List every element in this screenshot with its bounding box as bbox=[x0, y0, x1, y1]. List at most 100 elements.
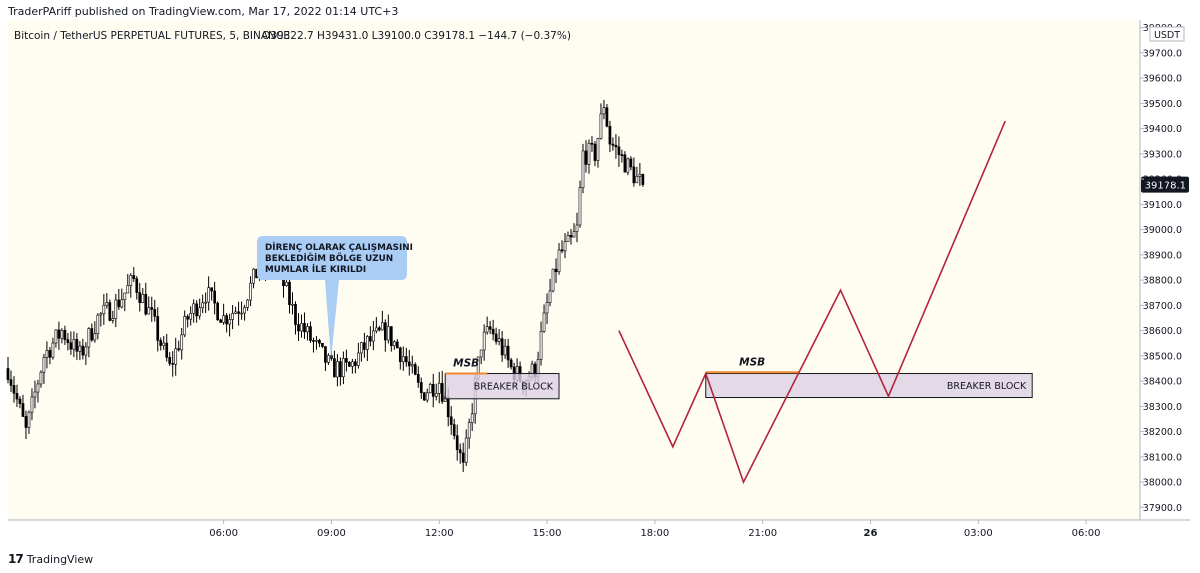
candle-body bbox=[177, 348, 181, 351]
y-tick-label: 39200.0 bbox=[1143, 175, 1182, 186]
y-tick-label: 39700.0 bbox=[1143, 48, 1182, 59]
candle-body bbox=[386, 326, 390, 341]
candle-body bbox=[15, 393, 19, 400]
candle-body bbox=[458, 449, 462, 454]
candle-body bbox=[171, 363, 175, 365]
tradingview-logo[interactable]: 17 TradingView bbox=[8, 552, 93, 566]
x-tick-label: 03:00 bbox=[964, 528, 993, 539]
candle-body bbox=[162, 342, 166, 346]
candle-body bbox=[599, 113, 603, 139]
candle-body bbox=[321, 342, 324, 347]
candle-body bbox=[354, 361, 357, 366]
candle-body bbox=[497, 338, 501, 342]
candle-body bbox=[36, 383, 40, 393]
candle-body bbox=[333, 358, 336, 378]
candle-body bbox=[33, 391, 37, 398]
candle-body bbox=[449, 416, 453, 425]
candle-body bbox=[467, 422, 471, 439]
candle-body bbox=[303, 323, 306, 333]
candle-body bbox=[557, 249, 561, 273]
candle-body bbox=[407, 361, 411, 367]
msb-label: MSB bbox=[453, 358, 479, 370]
candle-body bbox=[318, 339, 321, 344]
candle-body bbox=[174, 348, 178, 365]
projection-path[interactable] bbox=[618, 120, 1006, 485]
candle-body bbox=[506, 345, 510, 361]
candle-body bbox=[81, 345, 85, 356]
candle-body bbox=[629, 158, 633, 168]
candle-body bbox=[183, 316, 187, 336]
candle-body bbox=[401, 356, 405, 363]
y-tick-label: 39300.0 bbox=[1143, 149, 1182, 160]
candle-body bbox=[246, 299, 249, 308]
candle-body bbox=[563, 241, 567, 252]
tradingview-logo-text: TradingView bbox=[26, 552, 94, 566]
candle-body bbox=[27, 411, 31, 428]
candle-body bbox=[156, 316, 160, 341]
ohlc-readout: O39322.7 H39431.0 L39100.0 C39178.1 −144… bbox=[262, 30, 571, 42]
candle-body bbox=[90, 328, 94, 341]
candle-body bbox=[252, 268, 255, 284]
candle-body bbox=[108, 302, 112, 321]
y-tick-label: 38600.0 bbox=[1143, 326, 1182, 337]
candle-body bbox=[213, 290, 216, 304]
y-tick-label: 38000.0 bbox=[1143, 478, 1182, 489]
x-tick-label: 09:00 bbox=[317, 528, 346, 539]
candle-body bbox=[288, 281, 291, 305]
candle-body bbox=[551, 268, 555, 292]
candle-body bbox=[596, 138, 600, 161]
breaker-block-zone[interactable] bbox=[705, 373, 1033, 399]
callout-bubble[interactable] bbox=[257, 236, 407, 360]
candle-body bbox=[45, 350, 49, 358]
candle-body bbox=[455, 435, 459, 451]
candle-body bbox=[165, 342, 169, 358]
candle-body bbox=[372, 330, 375, 342]
callout-text-line: MUMLAR İLE KIRILDI bbox=[265, 264, 366, 275]
candle-body bbox=[635, 176, 639, 184]
candle-body bbox=[129, 275, 133, 286]
breaker-block-label: BREAKER BLOCK bbox=[947, 381, 1027, 392]
candle-body bbox=[204, 301, 207, 304]
y-tick-label: 39100.0 bbox=[1143, 200, 1182, 211]
tradingview-logo-icon: 17 bbox=[8, 552, 24, 566]
candle-body bbox=[147, 307, 151, 315]
candle-body bbox=[135, 278, 139, 293]
candle-body bbox=[153, 309, 157, 317]
y-tick-label: 38300.0 bbox=[1143, 402, 1182, 413]
candle-body bbox=[389, 326, 393, 347]
candle-body bbox=[416, 374, 420, 383]
last-price-badge bbox=[1141, 176, 1189, 193]
candle-body bbox=[632, 166, 636, 184]
candle-body bbox=[144, 293, 148, 315]
candle-body bbox=[392, 341, 396, 347]
candle-body bbox=[584, 150, 588, 165]
plot-area[interactable] bbox=[8, 20, 1140, 520]
published-caption: TraderPAriff published on TradingView.co… bbox=[8, 5, 399, 18]
candle-body bbox=[75, 339, 79, 352]
candle-body bbox=[590, 142, 594, 145]
candle-body bbox=[9, 379, 13, 386]
y-tick-label: 39600.0 bbox=[1143, 74, 1182, 85]
candle-body bbox=[84, 346, 88, 356]
candle-body bbox=[324, 346, 327, 363]
candle-body bbox=[620, 154, 624, 156]
candle-body bbox=[63, 329, 67, 340]
x-tick-label: 15:00 bbox=[533, 528, 562, 539]
candle-body bbox=[587, 142, 591, 165]
candle-body bbox=[434, 393, 438, 397]
candle-body bbox=[102, 304, 106, 315]
msb-label: MSB bbox=[739, 356, 765, 368]
breaker-block-zone[interactable] bbox=[444, 373, 560, 400]
candle-body bbox=[42, 357, 46, 373]
candle-body bbox=[60, 329, 64, 339]
candle-body bbox=[234, 311, 237, 314]
candle-body bbox=[12, 385, 16, 394]
candle-body bbox=[72, 339, 76, 350]
y-tick-label: 38900.0 bbox=[1143, 250, 1182, 261]
candle-body bbox=[608, 126, 612, 145]
candle-body bbox=[312, 340, 315, 342]
x-tick-label: 18:00 bbox=[640, 528, 669, 539]
candle-body bbox=[488, 326, 492, 330]
candle-body bbox=[66, 339, 70, 344]
